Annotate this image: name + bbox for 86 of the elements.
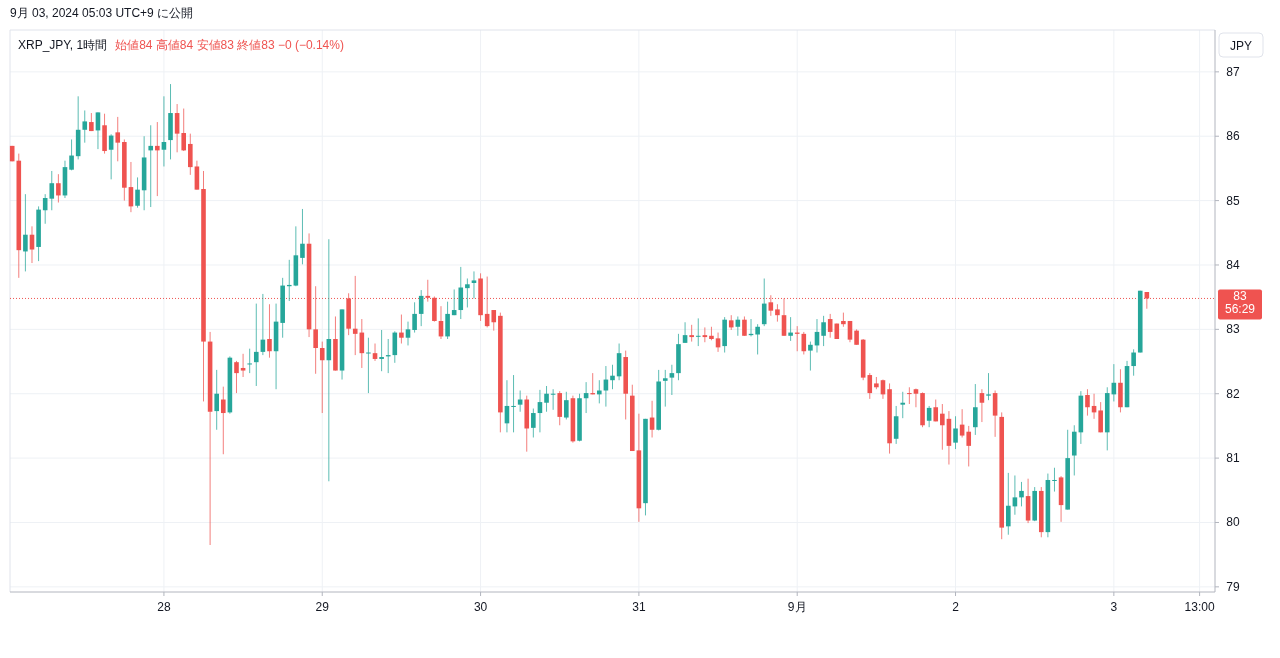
text: XRP_JPY, 1時間 [18,38,108,52]
candlestick [761,277,767,327]
candlestick [240,353,246,378]
candlestick [788,316,793,342]
y-axis-title: JPY [1229,39,1253,53]
candlestick [564,391,569,420]
candlestick [662,369,668,408]
candlestick [1019,481,1024,507]
candlestick [1131,348,1136,377]
candlestick [23,193,28,272]
candlestick [1085,388,1090,417]
candlestick [319,341,325,414]
candlestick [300,208,305,265]
candlestick [69,138,74,171]
x-tick-label: 28 [157,600,171,614]
candlestick [966,425,972,467]
candlestick [610,364,615,390]
candlestick [973,383,978,436]
y-tick-label: 81 [1226,451,1240,466]
candlestick [907,386,912,405]
candlestick [188,133,193,176]
y-tick-label: 85 [1226,193,1240,208]
candlestick [234,360,239,394]
candlestick [742,315,747,337]
candlestick [1052,467,1057,493]
candlestick [247,348,252,374]
candlestick [56,173,61,204]
x-tick-label: 31 [632,600,646,614]
candlestick [900,391,906,419]
text: 9月 03, 2024 05:03 UTC+9 に公開 [10,6,194,20]
candlestick [366,337,371,394]
candlestick [267,303,272,359]
y-tick-label: 79 [1226,579,1240,594]
candlestick [194,160,200,191]
candlestick [544,385,549,413]
x-tick-label: 3 [1110,600,1118,614]
y-tick-label: 82 [1226,386,1240,401]
candlestick [220,386,226,455]
candlestick [669,364,675,396]
candlestick [695,317,701,347]
x-tick-label: 29 [315,600,330,614]
text: 始値84 高値84 安値83 終値83 −0 (−0.14%) [115,38,344,52]
candlestick [979,388,985,423]
y-tick-label: 83 [1226,322,1240,337]
candlestick [471,270,477,299]
candlestick [148,124,154,208]
candlestick [82,109,88,144]
x-tick-label: 13:00 [1184,600,1215,614]
candlestick [953,415,958,450]
x-tick-label: 30 [473,600,488,614]
candlestick [821,315,826,347]
candlestick [1006,472,1011,536]
candlestick [379,329,384,372]
candlestick [412,301,417,334]
candlestick [491,309,497,332]
candlestick [181,108,187,152]
candlestick [511,374,516,433]
candlestick [49,170,55,211]
candlestick [458,266,464,320]
candlestick [808,341,813,372]
candlestick [135,176,140,209]
candlestick [1071,424,1077,476]
candlestick [465,277,470,308]
candlestick [405,321,411,346]
y-tick-label: 86 [1226,129,1240,144]
candlestick [557,390,563,426]
y-tick-label: 80 [1226,515,1240,530]
candlestick [986,372,991,401]
candlestick [425,279,431,303]
candlestick [115,116,121,162]
candlestick [755,323,760,355]
candlestick [867,372,873,400]
candlestick [531,408,536,438]
candlestick [214,369,219,431]
x-tick-label: 2 [952,600,960,614]
x-tick-label: 9月 [787,600,807,614]
candlestick [1098,401,1103,433]
y-tick-label: 87 [1226,64,1240,79]
ref-line-label: 83 56:29 [1224,289,1256,317]
y-tick-label: 84 [1226,257,1240,272]
candlestick [445,301,450,340]
candlestick [155,121,160,197]
candlestick [940,403,945,451]
candlestick [399,314,404,345]
candlestick [253,303,259,387]
candlestick [352,275,358,356]
